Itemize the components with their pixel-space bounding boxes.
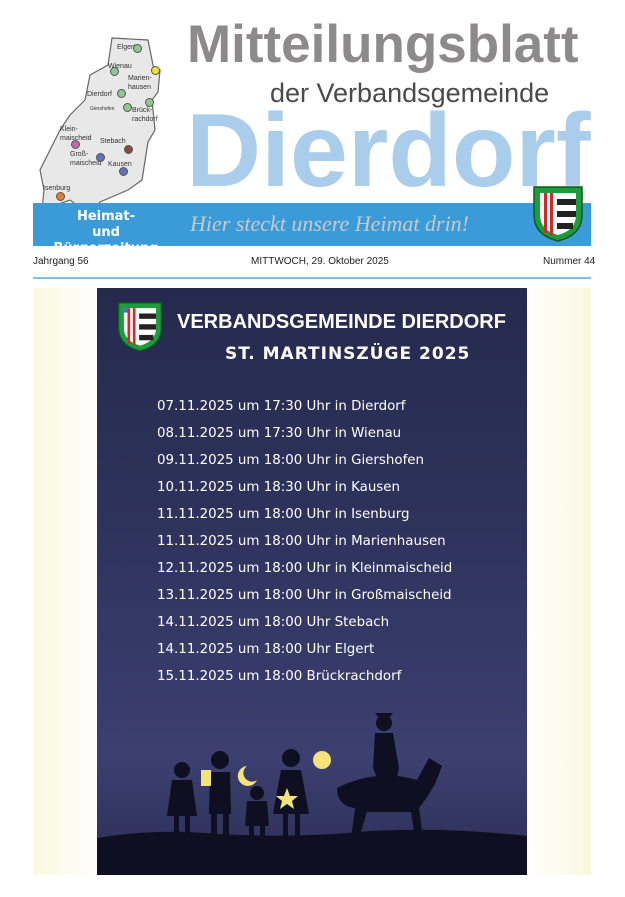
map-marker [123,103,132,112]
map-label: Marien- hausen [128,75,152,91]
map-marker [124,145,133,154]
silhouette-illustration [97,713,527,875]
map-marker [133,44,142,53]
tagline: Heimat- und Bürgerzeitung [46,209,166,257]
issue-date: MITTWOCH, 29. Oktober 2025 [251,256,389,267]
date-item: 10.11.2025 um 18:30 Uhr in Kausen [157,480,401,495]
map-marker [96,153,105,162]
coat-of-arms-icon [533,186,583,242]
poster-title: VERBANDSGEMEINDE DIERDORF [177,311,506,333]
poster-subtitle: ST. MARTINSZÜGE 2025 [225,344,471,364]
issue-number: Nummer 44 [543,256,596,267]
date-item: 07.11.2025 um 17:30 Uhr in Dierdorf [157,399,406,414]
map-marker [56,192,65,201]
date-item: 11.11.2025 um 18:00 Uhr in Isenburg [157,507,410,522]
district-map: Elgert Wienau Marien- hausen Dierdorf Giersh… [30,20,190,250]
map-label: Giershofen [90,106,115,112]
tagline-line1: Heimat- [76,209,136,224]
map-label: Dierdorf [87,91,112,98]
map-label: Brück- rachdorf [132,107,158,123]
lanterns [201,751,331,809]
date-item: 12.11.2025 um 18:00 Uhr in Kleinmaischei… [157,561,453,576]
tagline-line2: und Bürgerzeitung [53,225,159,256]
tagline-bar [33,203,591,246]
poster: VERBANDSGEMEINDE DIERDORF ST. MARTINSZÜG… [97,288,527,875]
map-marker [110,67,119,76]
masthead-name: Dierdorf [186,93,591,209]
map-label: Klein- maischeid [60,126,92,142]
date-item: 08.11.2025 um 17:30 Uhr in Wienau [157,426,402,441]
divider [33,277,591,279]
map-label: Isenburg [43,185,71,192]
map-label: Elgert [117,44,136,51]
date-list: 07.11.2025 um 17:30 Uhr in Dierdorf 08.11… [157,393,452,690]
date-item: 09.11.2025 um 18:00 Uhr in Giershofen [157,453,425,468]
date-item: 14.11.2025 um 18:00 Uhr Elgert [157,642,375,657]
date-item: 11.11.2025 um 18:00 Uhr in Marienhausen [157,534,446,549]
children-silhouettes [167,713,442,838]
map-marker [71,140,80,149]
volume: Jahrgang 56 [33,256,89,267]
date-item: 14.11.2025 um 18:00 Uhr Stebach [157,615,390,630]
map-marker [151,66,160,75]
map-label: Stebach [100,138,126,145]
date-item: 15.11.2025 um 18:00 Brückrachdorf [157,669,402,684]
map-marker [119,167,128,176]
masthead-subtitle: der Verbandsgemeinde [270,78,550,108]
masthead-title: Mitteilungsblatt [187,15,579,74]
map-marker [117,89,126,98]
date-item: 13.11.2025 um 18:00 Uhr in Großmaischeid [157,588,452,603]
map-marker [145,98,154,107]
map-label: Kausen [108,161,132,168]
map-label: Groß- maischeid [70,151,102,167]
coat-of-arms-icon [117,302,163,352]
map-label: Wienau [108,63,132,70]
slogan: Hier steckt unsere Heimat drin! [190,211,470,236]
